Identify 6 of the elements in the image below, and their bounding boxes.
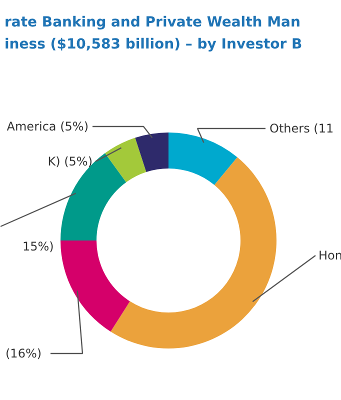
slice-label: America (5%) <box>6 120 89 134</box>
slice-label: 15%) <box>22 240 54 254</box>
chart-title: rate Banking and Private Wealth Man iness ($10,583 billion) – by Investor B <box>4 14 302 52</box>
slice-label: (16%) <box>6 346 42 360</box>
slice-label: K) (5%) <box>48 154 92 168</box>
slice-label: Others (11 <box>270 122 334 136</box>
